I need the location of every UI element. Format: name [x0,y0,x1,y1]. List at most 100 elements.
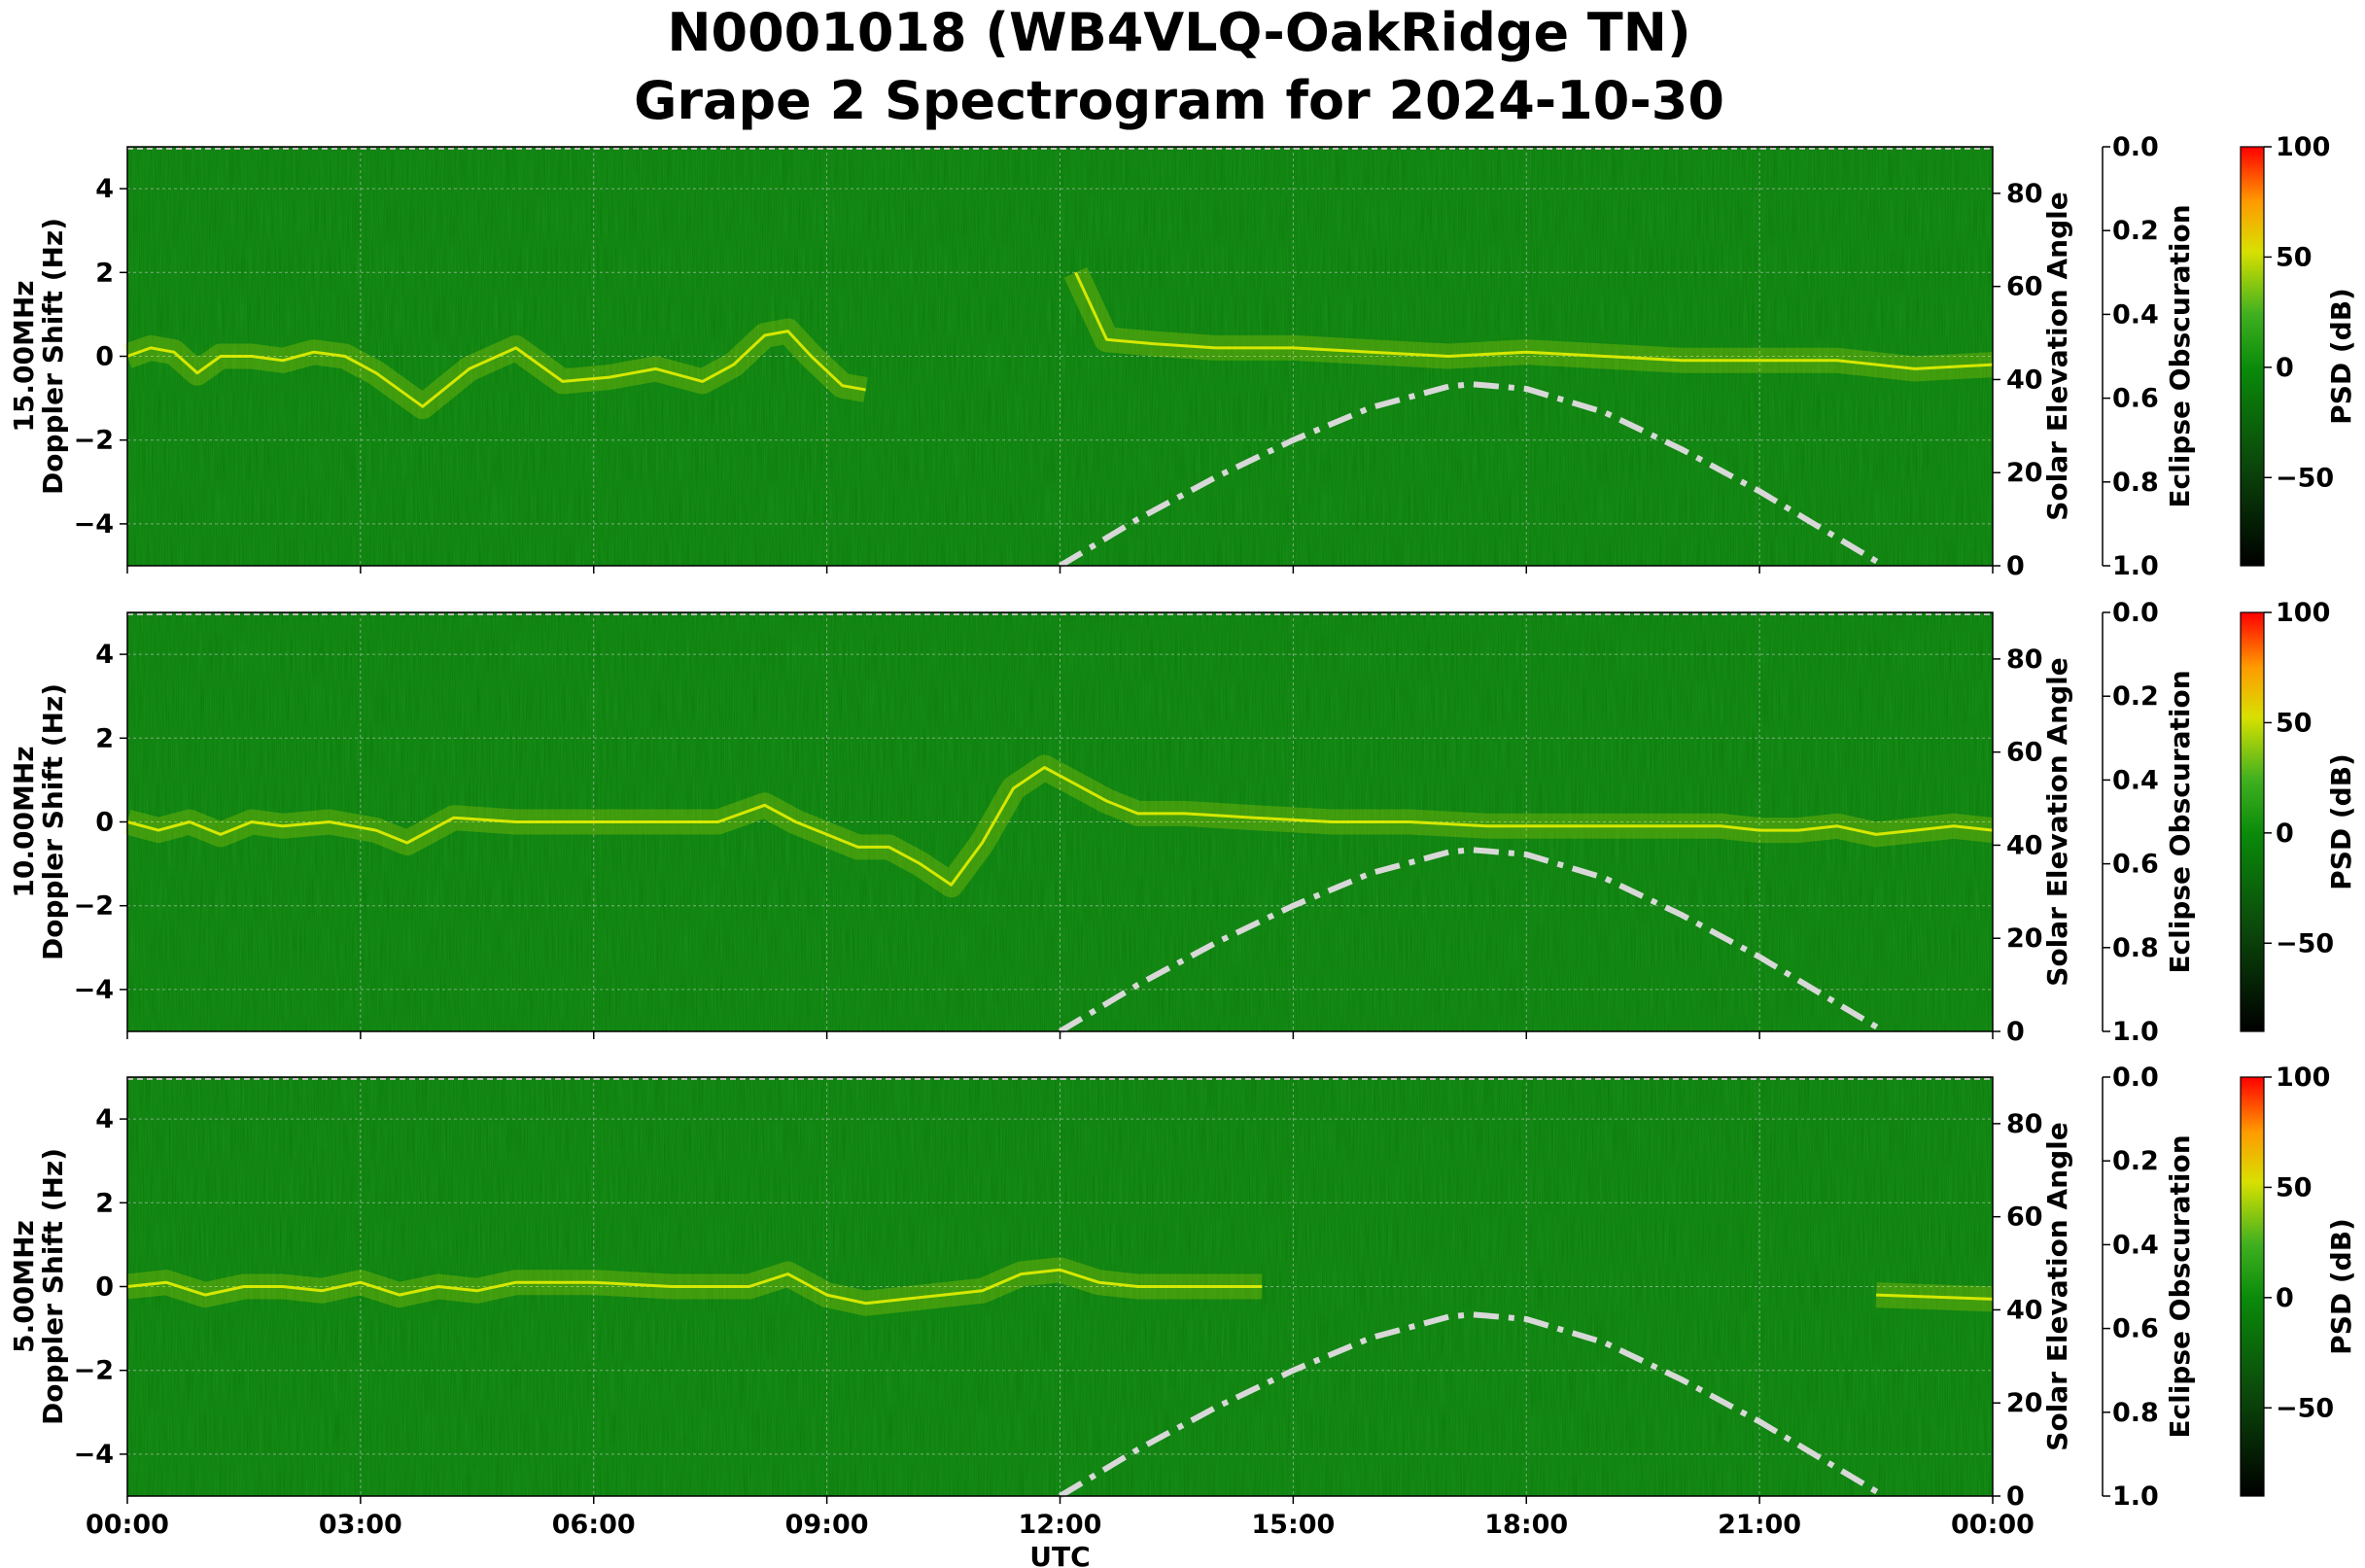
y-tick-label: −2 [74,1356,114,1386]
eclipse-tick-label: 0.6 [2112,1314,2159,1344]
eclipse-tick-label: 0.4 [2112,299,2159,330]
colorbar [2240,611,2265,1032]
x-tick-label: 00:00 [86,1510,169,1540]
eclipse-tick-label: 0.0 [2112,1063,2159,1093]
colorbar-label: PSD (dB) [2325,288,2357,425]
eclipse-tick-label: 1.0 [2112,1481,2159,1512]
eclipse-tick-label: 0.6 [2112,850,2159,880]
y-tick-label: −4 [74,509,114,540]
eclipse-tick-label: 1.0 [2112,551,2159,581]
solar-tick-label: 60 [2006,272,2043,302]
y-axis-label-doppler: Doppler Shift (Hz) [37,683,69,960]
solar-elevation-curve [1058,1311,1886,1499]
y-tick-label: −2 [74,891,114,922]
x-tick-label: 21:00 [1718,1510,1801,1540]
x-tick-label: 00:00 [1951,1510,2035,1540]
solar-tick-label: 60 [2006,1202,2043,1233]
colorbar-tick-label: 0 [2276,1283,2294,1313]
y-tick-label: −4 [74,1440,114,1470]
y-tick-label: 4 [95,640,114,670]
eclipse-tick-label: 0.8 [2112,933,2159,963]
x-tick-label: 15:00 [1251,1510,1335,1540]
eclipse-tick-label: 0.0 [2112,598,2159,628]
y-axis-label-doppler: Doppler Shift (Hz) [37,1148,69,1425]
colorbar-tick-label: 100 [2276,598,2330,628]
x-axis-label: UTC [1029,1541,1090,1568]
colorbar-tick-label: 0 [2276,353,2294,383]
eclipse-tick-label: 0.2 [2112,681,2159,712]
colorbar-tick-label: 100 [2276,132,2330,162]
eclipse-obscuration-label: Eclipse Obscuration [2164,1134,2196,1438]
y-axis-label-frequency: 15.00MHz [8,280,40,432]
solar-elevation-curve [1058,381,1886,569]
solar-tick-label: 20 [2006,1388,2043,1418]
doppler-trace [1074,271,1994,370]
eclipse-tick-label: 0.2 [2112,216,2159,246]
colorbar-tick-label: 50 [2276,242,2313,272]
eclipse-obscuration-label: Eclipse Obscuration [2164,670,2196,973]
x-tick-label: 06:00 [552,1510,636,1540]
y-tick-label: 4 [95,174,114,204]
solar-tick-label: 80 [2006,1109,2043,1139]
x-tick-label: 18:00 [1484,1510,1568,1540]
colorbar [2240,1076,2265,1497]
y-tick-label: 2 [95,258,114,288]
eclipse-tick-label: 0.8 [2112,468,2159,498]
solar-tick-label: 0 [2006,1017,2025,1047]
eclipse-tick-label: 0.8 [2112,1398,2159,1428]
solar-tick-label: 40 [2006,1295,2043,1325]
doppler-trace [126,766,1994,887]
x-tick-label: 09:00 [785,1510,869,1540]
y-tick-label: 4 [95,1104,114,1134]
figure-title-line2: Grape 2 Spectrogram for 2024-10-30 [634,70,1724,131]
solar-elevation-label: Solar Elevation Angle [2041,192,2073,520]
doppler-trace [1876,1293,1994,1301]
solar-tick-label: 0 [2006,551,2025,581]
solar-tick-label: 0 [2006,1481,2025,1512]
x-tick-label: 12:00 [1019,1510,1102,1540]
colorbar-label: PSD (dB) [2325,1218,2357,1355]
solar-elevation-curve [1058,847,1886,1034]
colorbar-tick-label: 0 [2276,819,2294,849]
solar-elevation-label: Solar Elevation Angle [2041,1122,2073,1450]
colorbar-tick-label: 50 [2276,1172,2313,1202]
y-tick-label: 0 [95,808,114,838]
solar-tick-label: 80 [2006,645,2043,675]
solar-tick-label: 40 [2006,830,2043,860]
y-axis-label-frequency: 10.00MHz [8,746,40,897]
colorbar-tick-label: 50 [2276,708,2313,738]
solar-tick-label: 20 [2006,458,2043,488]
figure-title-line1: N0001018 (WB4VLQ-OakRidge TN) [667,2,1690,63]
y-axis-label-doppler: Doppler Shift (Hz) [37,218,69,495]
doppler-trace [126,330,866,408]
colorbar-tick-label: −50 [2276,1393,2334,1423]
colorbar-tick-label: −50 [2276,928,2334,958]
doppler-trace [126,1268,1263,1306]
eclipse-tick-label: 0.4 [2112,765,2159,795]
y-tick-label: 0 [95,342,114,372]
eclipse-tick-label: 1.0 [2112,1017,2159,1047]
colorbar-tick-label: 100 [2276,1063,2330,1093]
y-tick-label: −4 [74,975,114,1005]
y-tick-label: −2 [74,426,114,456]
colorbar-tick-label: −50 [2276,463,2334,493]
solar-tick-label: 80 [2006,179,2043,209]
eclipse-obscuration-label: Eclipse Obscuration [2164,204,2196,507]
eclipse-tick-label: 0.6 [2112,384,2159,414]
colorbar-label: PSD (dB) [2325,753,2357,890]
y-tick-label: 2 [95,1188,114,1218]
solar-elevation-label: Solar Elevation Angle [2041,657,2073,986]
colorbar [2240,146,2265,567]
y-tick-label: 2 [95,723,114,753]
solar-tick-label: 60 [2006,738,2043,768]
solar-tick-label: 20 [2006,923,2043,954]
eclipse-tick-label: 0.0 [2112,132,2159,162]
eclipse-tick-label: 0.4 [2112,1230,2159,1260]
y-tick-label: 0 [95,1272,114,1303]
y-axis-label-frequency: 5.00MHz [8,1220,40,1353]
